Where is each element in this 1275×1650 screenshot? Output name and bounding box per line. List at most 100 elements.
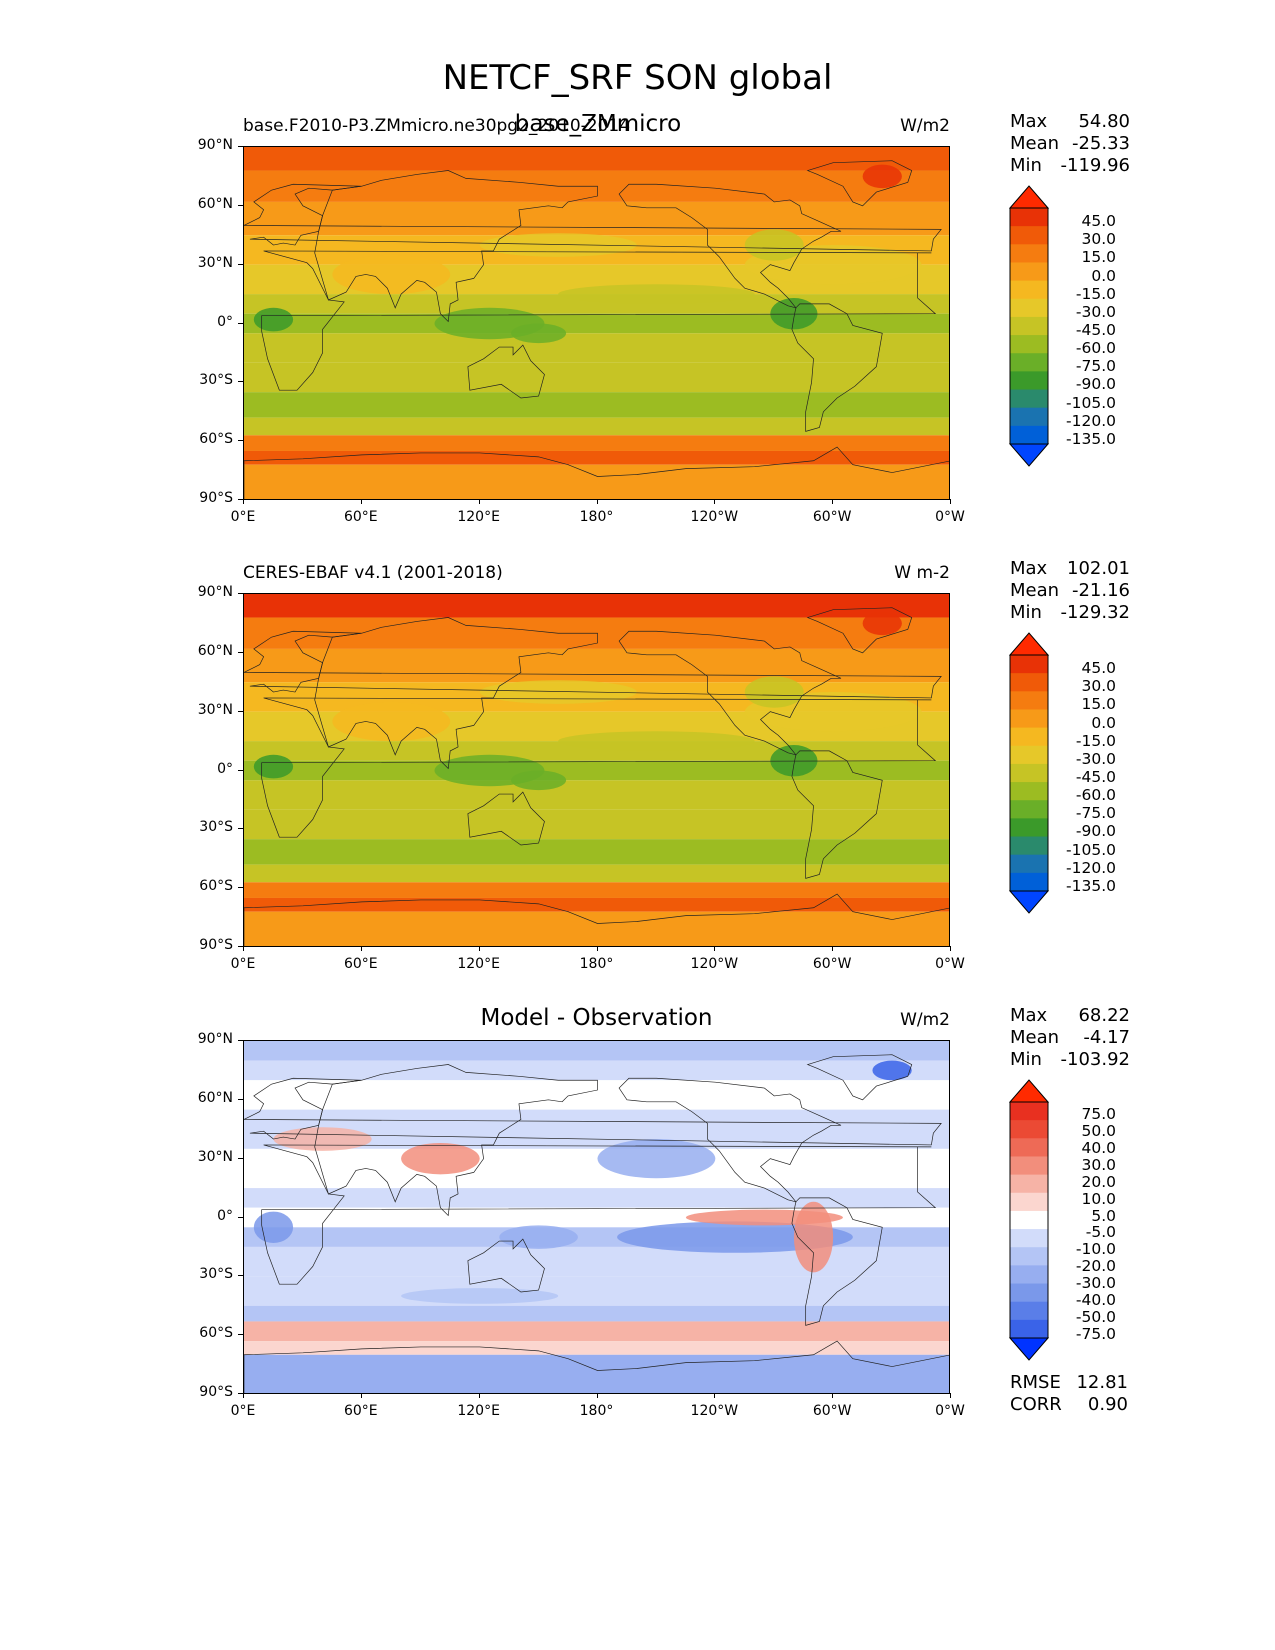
lon-tick-label: 0°W	[935, 509, 965, 525]
lon-tick-mark	[950, 1393, 951, 1398]
colorbar-tick-label: -10.0	[1075, 1240, 1116, 1259]
lat-tick-label: 60°N	[197, 642, 233, 659]
colorbar-tick-label: -120.0	[1066, 858, 1116, 877]
colorbar-bin	[1010, 208, 1048, 227]
colorbar-tick-label: -40.0	[1075, 1290, 1116, 1309]
lon-tick-label: 120°E	[457, 956, 500, 972]
colorbar-tick-label: -60.0	[1075, 339, 1116, 358]
lat-tick-mark	[238, 710, 243, 712]
colorbar-bin	[1010, 1120, 1048, 1139]
colorbar-tick-label: -105.0	[1066, 393, 1116, 412]
colorbar-tick-label: -75.0	[1075, 357, 1116, 376]
stat-row: Min -103.92	[1010, 1049, 1130, 1071]
data-field	[244, 1041, 949, 1393]
lat-tick-label: 0°	[217, 313, 233, 330]
lon-tick-mark	[478, 499, 480, 504]
lon-tick-label: 60°W	[812, 956, 852, 972]
lat-tick-label: 60°N	[197, 195, 233, 212]
lat-tick-label: 0°	[217, 1207, 233, 1224]
coastline-greenland	[806, 1054, 913, 1101]
lat-tick-label: 30°N	[197, 701, 233, 718]
colorbar-tick-label: -45.0	[1075, 321, 1116, 339]
lat-tick-mark	[238, 1216, 243, 1218]
colorbar-outline	[1009, 1101, 1049, 1339]
colorbar-bin	[1010, 1210, 1048, 1230]
colorbar-top-extend	[1009, 185, 1049, 209]
colorbar-tick-label: 15.0	[1081, 695, 1116, 714]
coastline-africa	[261, 250, 937, 391]
stats-box: Max 102.01 Mean -21.16 Min -129.32	[1010, 558, 1130, 624]
lat-tick-label: 0°	[217, 760, 233, 777]
colorbar-tick-label: -20.0	[1075, 1257, 1116, 1276]
stat-label: Min	[1010, 602, 1042, 623]
lat-tick-mark	[238, 440, 243, 442]
coastline-asia	[314, 170, 598, 323]
lon-tick-mark	[243, 946, 244, 951]
lon-tick-mark	[360, 946, 362, 951]
lon-tick-label: 180°	[579, 509, 614, 525]
lat-tick-label: 90°N	[197, 137, 233, 153]
coastlines	[244, 607, 949, 946]
lat-tick-label: 60°S	[199, 431, 233, 448]
stat-label: Min	[1010, 155, 1042, 176]
stat-row: Max 54.80	[1010, 111, 1130, 133]
colorbar-tick-label: -75.0	[1075, 1324, 1116, 1343]
coastline-antarctica	[244, 446, 949, 499]
colorbar-bin	[1010, 262, 1048, 282]
stat-row: Mean -4.17	[1010, 1027, 1130, 1049]
lon-tick-mark	[950, 499, 951, 504]
colorbar-tick-label: -135.0	[1066, 429, 1116, 448]
coastline-australia	[467, 344, 545, 399]
coastline-greenland	[806, 160, 913, 207]
colorbar-tick-label: -120.0	[1066, 411, 1116, 430]
stat-value: 68.22	[1078, 1005, 1130, 1026]
lat-tick-label: 90°S	[199, 937, 233, 953]
lon-tick-mark	[714, 1393, 716, 1398]
coastlines	[244, 1054, 949, 1393]
lat-tick-label: 30°N	[197, 254, 233, 271]
colorbar-bin	[1010, 691, 1048, 710]
lon-tick-label: 60°E	[343, 509, 378, 525]
lat-tick-label: 60°S	[199, 1325, 233, 1342]
colorbar-tick-label: 15.0	[1081, 248, 1116, 267]
lon-tick-mark	[714, 499, 716, 504]
lon-tick-mark	[714, 946, 716, 951]
lat-tick-mark	[238, 593, 243, 594]
colorbar-tick-label: 75.0	[1081, 1105, 1116, 1124]
colorbar-tick-label: 0.0	[1091, 713, 1116, 732]
colorbar-tick-label: -135.0	[1066, 876, 1116, 895]
colorbar-tick-label: 10.0	[1081, 1189, 1116, 1208]
figure-title: NETCF_SRF SON global	[442, 58, 833, 98]
lon-tick-mark	[243, 1393, 244, 1398]
colorbar	[1009, 632, 1049, 914]
lon-tick-label: 60°W	[812, 509, 852, 525]
colorbar-tick-label: 50.0	[1081, 1122, 1116, 1141]
colorbar-tick-label: -15.0	[1075, 731, 1116, 750]
colorbar-bin	[1010, 709, 1048, 729]
coastline-europe	[244, 630, 942, 699]
lat-tick-mark	[238, 1157, 243, 1159]
lon-tick-label: 60°W	[812, 1403, 852, 1419]
colorbar-tick-label: -90.0	[1075, 822, 1116, 841]
corr-value: 0.90	[1087, 1394, 1128, 1415]
colorbar-bin	[1010, 836, 1048, 856]
lon-tick-label: 120°E	[457, 1403, 500, 1419]
lat-tick-mark	[238, 1393, 243, 1394]
colorbar-tick-label: -30.0	[1075, 749, 1116, 768]
lat-tick-mark	[238, 887, 243, 889]
stat-row: Min -119.96	[1010, 155, 1130, 177]
colorbar-bin	[1010, 371, 1048, 391]
lon-tick-mark	[832, 946, 834, 951]
stat-row: Max 102.01	[1010, 558, 1130, 580]
lon-tick-label: 180°	[579, 1403, 614, 1419]
colorbar-tick-label: -75.0	[1075, 804, 1116, 823]
colorbar-bin	[1010, 782, 1048, 801]
colorbar-outline	[1009, 654, 1049, 892]
lat-tick-label: 90°N	[197, 584, 233, 600]
stat-value: -119.96	[1060, 155, 1130, 176]
lat-tick-label: 30°N	[197, 1148, 233, 1165]
stat-value: -129.32	[1060, 602, 1130, 623]
colorbar-bin	[1010, 872, 1048, 892]
panel-center-title: Model - Observation	[480, 1005, 713, 1031]
colorbar-tick-label: -30.0	[1075, 302, 1116, 321]
